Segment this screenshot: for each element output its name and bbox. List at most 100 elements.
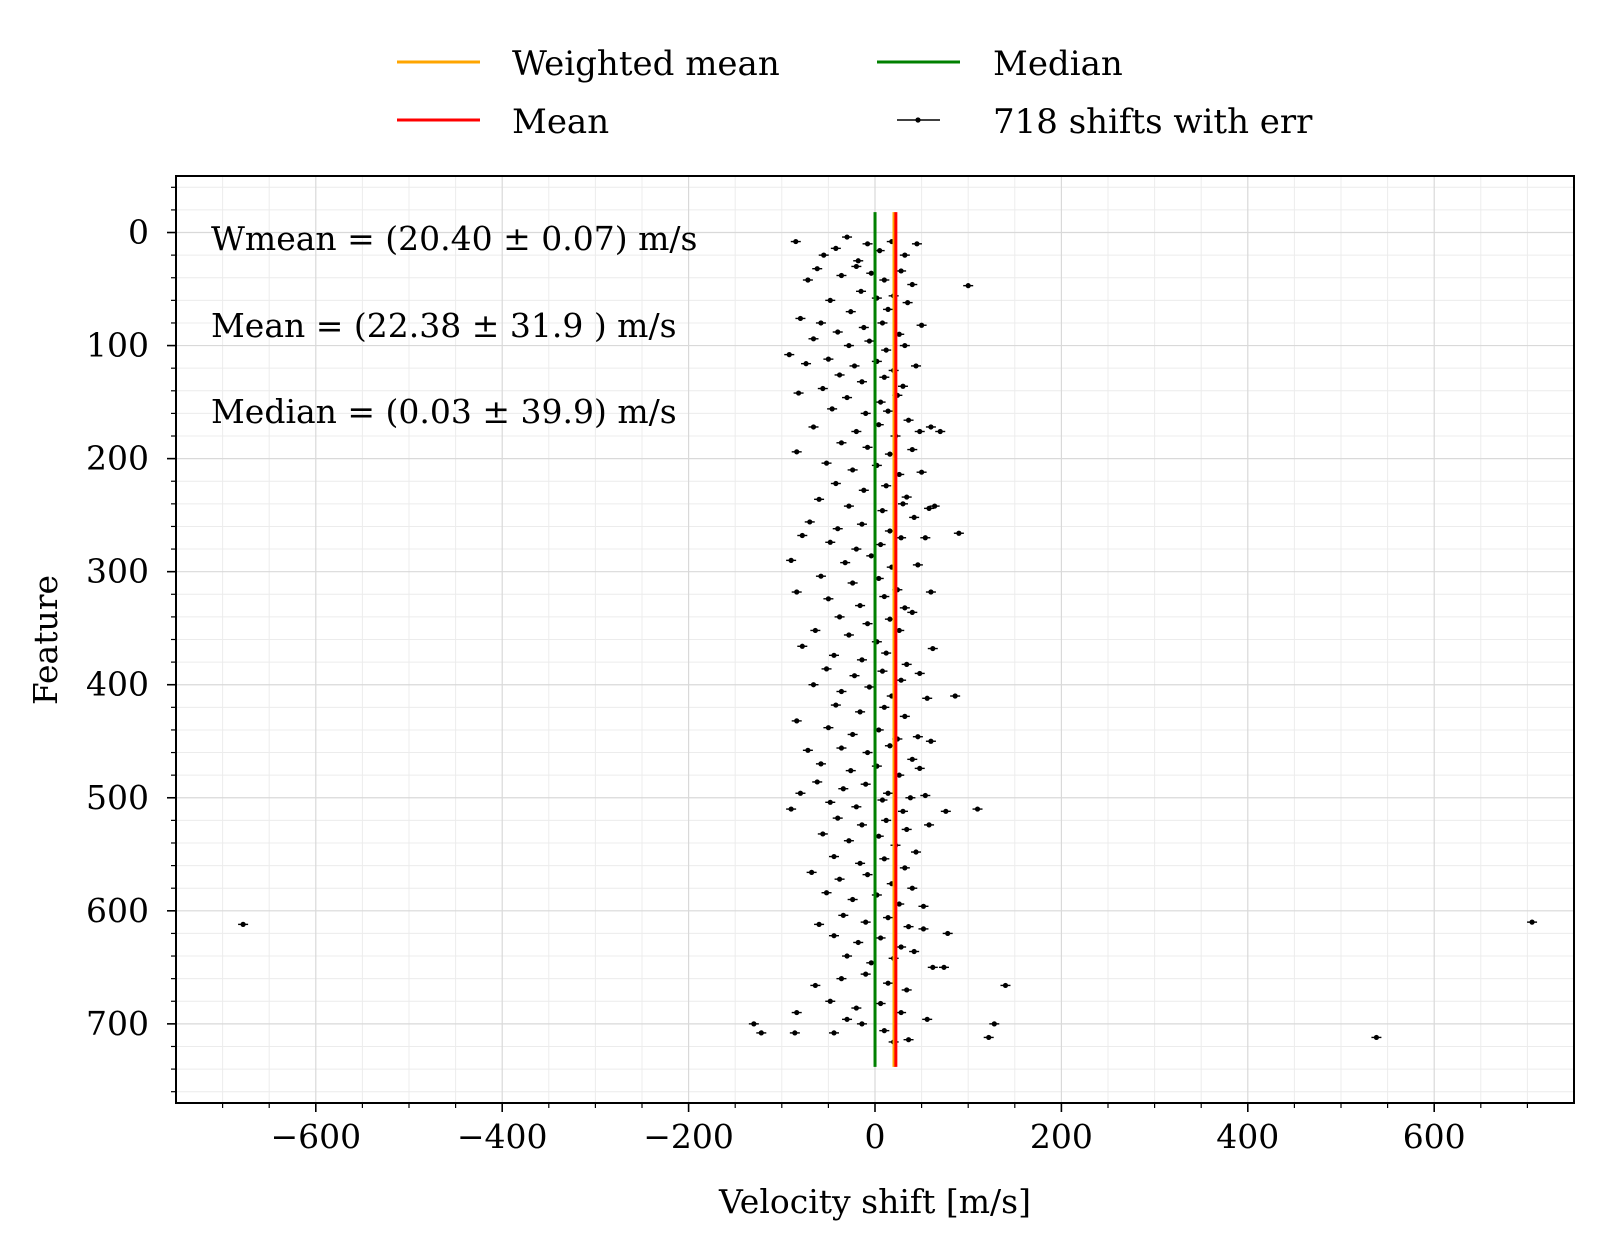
- legend-label-mean: Mean: [512, 102, 609, 142]
- data-point: [848, 309, 854, 315]
- data-point: [952, 693, 958, 699]
- data-point: [825, 725, 832, 731]
- data-point: [879, 508, 886, 514]
- data-point: [833, 245, 839, 251]
- data-point: [799, 532, 805, 539]
- data-point: [898, 268, 904, 274]
- data-point: [864, 241, 871, 247]
- data-point: [883, 817, 889, 823]
- data-point: [795, 390, 802, 396]
- data-point: [833, 702, 839, 708]
- data-point: [840, 912, 846, 918]
- data-point: [909, 609, 915, 615]
- y-tick-label: 700: [86, 1004, 149, 1043]
- data-point: [902, 342, 908, 349]
- data-point: [853, 1005, 859, 1011]
- data-point: [827, 998, 833, 1004]
- y-tick-label: 600: [86, 891, 149, 930]
- data-point: [941, 964, 947, 970]
- data-point: [835, 526, 841, 532]
- y-tick-label: 300: [86, 552, 149, 591]
- data-point: [803, 361, 809, 367]
- data-point: [896, 331, 902, 337]
- data-point: [920, 926, 927, 932]
- data-point: [836, 614, 843, 620]
- data-point: [922, 792, 928, 799]
- data-point: [917, 428, 923, 435]
- data-point: [885, 915, 891, 921]
- data-point: [853, 546, 859, 552]
- x-tick-label: 400: [1216, 1117, 1279, 1156]
- data-point: [885, 408, 891, 414]
- data-point: [864, 749, 871, 756]
- data-point: [887, 528, 893, 534]
- data-point: [909, 281, 915, 288]
- data-point: [913, 363, 919, 369]
- data-point: [799, 643, 805, 649]
- data-point: [810, 336, 817, 342]
- data-point: [814, 266, 820, 272]
- data-point: [838, 440, 845, 446]
- data-point: [1373, 1034, 1380, 1041]
- data-point: [885, 790, 891, 796]
- y-tick-label: 500: [86, 778, 149, 817]
- data-point: [788, 557, 794, 563]
- data-point: [945, 930, 951, 937]
- data-point: [883, 650, 889, 656]
- data-point: [922, 535, 928, 541]
- data-point: [965, 283, 971, 289]
- data-point: [876, 575, 882, 582]
- data-point: [907, 795, 914, 801]
- data-point: [896, 627, 902, 634]
- data-point: [896, 901, 902, 907]
- data-point: [926, 822, 932, 828]
- data-point: [831, 933, 837, 939]
- data-point: [838, 688, 845, 695]
- data-point: [864, 872, 871, 878]
- data-point: [838, 745, 845, 751]
- data-point: [846, 342, 852, 349]
- data-point: [851, 673, 858, 679]
- data-point: [844, 1016, 850, 1022]
- data-point: [816, 496, 822, 502]
- data-point: [877, 248, 883, 254]
- data-point: [861, 324, 867, 331]
- data-point: [833, 480, 839, 487]
- data-point: [851, 363, 858, 369]
- data-point: [846, 503, 852, 509]
- data-point: [855, 939, 861, 946]
- data-point: [825, 596, 832, 602]
- data-point: [868, 960, 874, 966]
- data-point: [840, 786, 846, 792]
- data-point: [807, 519, 813, 525]
- data-point: [836, 876, 843, 882]
- data-point: [859, 379, 865, 385]
- data-point: [885, 306, 891, 312]
- data-point: [866, 338, 873, 344]
- data-point: [986, 1034, 992, 1041]
- data-point: [809, 869, 815, 875]
- data-point: [788, 806, 794, 812]
- data-point: [932, 503, 938, 509]
- data-point: [820, 831, 826, 837]
- data-point: [838, 976, 845, 982]
- data-point: [827, 799, 833, 805]
- data-point: [902, 605, 908, 611]
- data-point: [920, 903, 927, 909]
- data-point: [913, 849, 919, 855]
- data-point: [905, 417, 912, 423]
- data-point: [881, 704, 887, 710]
- data-point: [838, 272, 845, 279]
- data-point: [842, 560, 848, 566]
- data-point: [850, 896, 856, 903]
- data-point: [823, 666, 830, 672]
- annotation-median: Median = (0.03 ± 39.9) m/s: [211, 392, 677, 431]
- data-point: [844, 953, 850, 959]
- data-point: [868, 553, 874, 559]
- data-point: [879, 320, 886, 326]
- data-point: [917, 670, 923, 677]
- data-point: [823, 890, 830, 896]
- data-point: [904, 987, 910, 993]
- data-point: [857, 709, 863, 715]
- data-point: [857, 602, 863, 609]
